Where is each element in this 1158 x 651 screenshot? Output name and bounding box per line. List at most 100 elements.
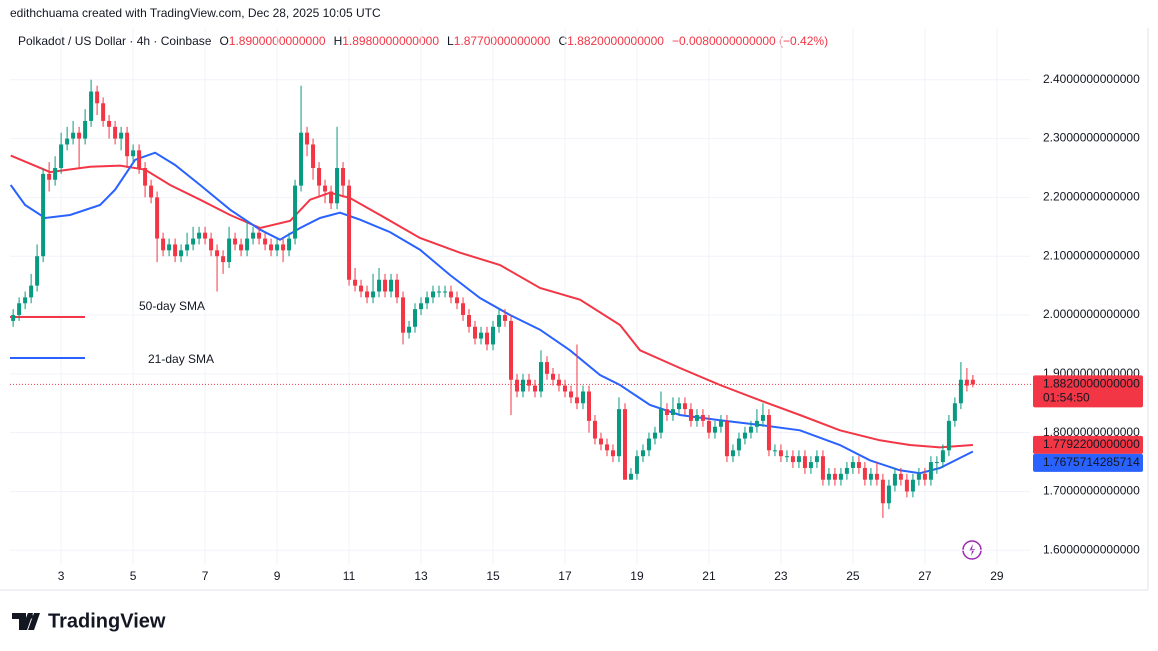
x-tick-label: 23 xyxy=(774,569,788,583)
candle-body xyxy=(179,250,184,257)
candle-body xyxy=(17,303,22,316)
ohlc-value: 1.8820000000000 xyxy=(567,34,664,48)
candle-body xyxy=(874,473,879,480)
x-tick-label: 3 xyxy=(58,569,65,583)
candle-body xyxy=(628,473,633,480)
candle-body xyxy=(826,473,831,480)
candle-body xyxy=(65,138,70,145)
y-tick-label: 2.4000000000000 xyxy=(1043,72,1140,86)
legend-label: 50-day SMA xyxy=(139,299,205,313)
x-tick-label: 29 xyxy=(990,569,1004,583)
candle-body xyxy=(131,150,136,157)
candle-body xyxy=(544,362,549,374)
candle-body xyxy=(724,420,729,457)
candle-body xyxy=(11,315,16,321)
candle-body xyxy=(191,238,196,245)
candle-body xyxy=(473,326,478,339)
candle-body xyxy=(958,379,963,404)
candle-body xyxy=(341,167,346,186)
y-tick-label: 2.0000000000000 xyxy=(1043,307,1140,321)
candle-body xyxy=(598,438,603,445)
price-countdown: 01:54:50 xyxy=(1043,391,1090,405)
change: −0.0080000000000 (−0.42%) xyxy=(672,34,828,48)
candle-body xyxy=(916,473,921,480)
x-tick-label: 27 xyxy=(918,569,932,583)
candle-body xyxy=(784,456,789,458)
x-tick-label: 7 xyxy=(202,569,209,583)
ohlc-key: H xyxy=(334,34,343,48)
candle-body xyxy=(275,244,280,251)
candle-body xyxy=(227,238,232,263)
price-tag xyxy=(1033,435,1143,454)
candle-body xyxy=(149,185,154,198)
candle-body xyxy=(538,362,543,392)
candle-body xyxy=(257,232,262,239)
candle-body xyxy=(95,91,100,104)
candle-body xyxy=(922,473,927,480)
candle-body xyxy=(934,462,939,464)
candle-body xyxy=(203,232,208,239)
candle-body xyxy=(239,244,244,251)
candle-body xyxy=(293,185,298,239)
candle-body xyxy=(143,167,148,186)
candle-body xyxy=(221,256,226,263)
candle-body xyxy=(574,397,579,404)
x-tick-label: 17 xyxy=(558,569,572,583)
candle-body xyxy=(790,456,795,463)
candle-body xyxy=(856,462,861,468)
candle-body xyxy=(407,326,412,333)
candle-body xyxy=(347,185,352,280)
ohlc-key: C xyxy=(558,34,567,48)
candle-body xyxy=(425,297,430,304)
y-tick-label: 1.8000000000000 xyxy=(1043,425,1140,439)
candle-body xyxy=(569,391,573,398)
candle-body xyxy=(551,373,556,380)
candle-body xyxy=(197,232,202,239)
candle-body xyxy=(311,144,316,168)
candle-body xyxy=(509,320,514,380)
candle-body xyxy=(137,150,142,168)
x-tick-label: 25 xyxy=(846,569,860,583)
candle-body xyxy=(479,332,484,339)
candle-body xyxy=(419,303,424,310)
candle-body xyxy=(586,391,591,421)
candle-body xyxy=(77,132,82,139)
candle-body xyxy=(443,291,448,293)
candle-body xyxy=(161,238,166,251)
candle-body xyxy=(269,244,274,251)
candle-body xyxy=(281,244,286,251)
candle-body xyxy=(604,444,609,451)
candle-body xyxy=(904,479,909,492)
candle-body xyxy=(970,379,975,385)
candle-body xyxy=(359,285,364,292)
x-tick-label: 5 xyxy=(130,569,137,583)
candle-body xyxy=(449,291,454,298)
candle-body xyxy=(83,120,88,139)
candle-body xyxy=(185,244,190,251)
candle-body xyxy=(796,456,801,463)
candle-body xyxy=(640,450,645,457)
candle-body xyxy=(71,132,76,139)
candle-body xyxy=(215,250,220,257)
candle-body xyxy=(646,438,651,451)
ohlc-value: 1.8770000000000 xyxy=(454,34,551,48)
candle-body xyxy=(502,315,507,321)
candle-body xyxy=(748,426,753,433)
candle-body xyxy=(383,279,388,292)
candle-body xyxy=(533,385,538,392)
x-tick-label: 15 xyxy=(486,569,500,583)
ohlc-value: 1.8980000000000 xyxy=(342,34,439,48)
candle-body xyxy=(119,132,124,139)
candle-body xyxy=(766,415,771,451)
brand: TradingView xyxy=(48,610,166,632)
price-tag xyxy=(1033,453,1143,472)
candle-body xyxy=(263,238,268,245)
candle-body xyxy=(808,462,813,468)
candle-body xyxy=(760,415,765,421)
candle-body xyxy=(778,450,783,457)
candle-body xyxy=(592,420,597,439)
y-tick-label: 1.6000000000000 xyxy=(1043,542,1140,556)
candle-body xyxy=(491,326,496,345)
